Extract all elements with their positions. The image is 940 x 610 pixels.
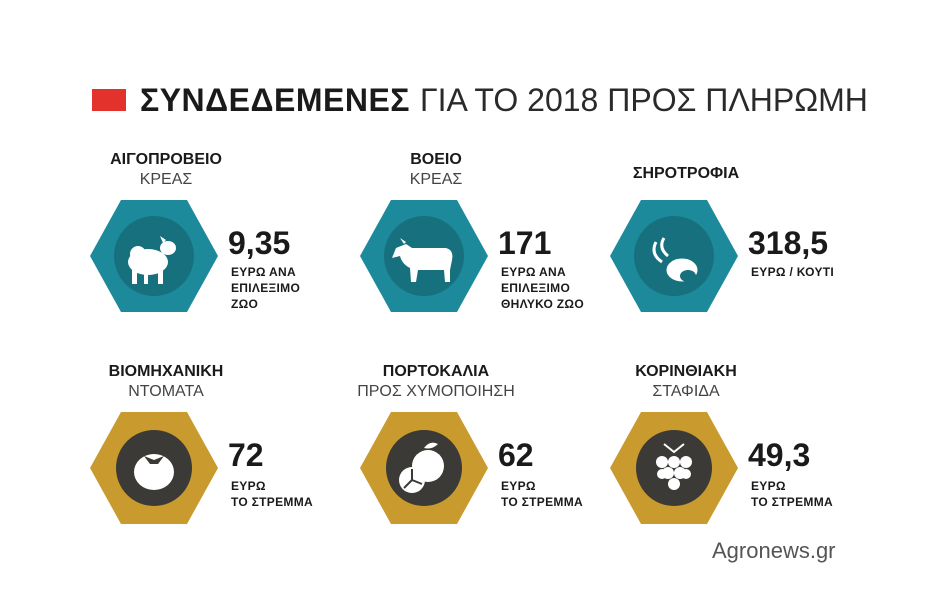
hexagon-badge (608, 198, 740, 314)
title-red-marker (92, 89, 126, 111)
page-title: ΣΥΝΔΕΔΕΜΕΝΕΣ ΓΙΑ ΤΟ 2018 ΠΡΟΣ ΠΛΗΡΩΜΗ (92, 80, 868, 120)
item-stafida: ΚΟΡΙΝΘΙΑΚΗ ΣΤΑΦΙΔΑ 49,3 ΕΥΡΩ ΤΟ ΣΤΡΕΜΜΑ (606, 362, 886, 542)
orange-icon (399, 442, 444, 493)
item-unit: ΕΥΡΩ ΤΟ ΣΤΡΕΜΜΑ (231, 479, 313, 509)
item-unit: ΕΥΡΩ ΑΝΑ ΕΠΙΛΕΞΙΜΟ ΘΗΛΥΚΟ ΖΩΟ (501, 265, 584, 311)
item-category-bold: ΒΟΕΙΟ (410, 151, 462, 168)
item-value: 9,35 (228, 225, 291, 261)
hexagon-badge (358, 198, 490, 314)
item-value: 171 (498, 225, 552, 261)
item-unit: ΕΥΡΩ ΑΝΑ ΕΠΙΛΕΞΙΜΟ ΖΩΟ (231, 265, 301, 311)
item-value: 318,5 (748, 225, 829, 261)
item-unit: ΕΥΡΩ ΤΟ ΣΤΡΕΜΜΑ (751, 479, 833, 509)
item-category-light: ΚΡΕΑΣ (409, 171, 463, 188)
item-unit: ΕΥΡΩ ΤΟ ΣΤΡΕΜΜΑ (501, 479, 583, 509)
grapes-icon (656, 443, 692, 490)
item-category-light: ΚΡΕΑΣ (139, 171, 193, 188)
hexagon-badge (88, 410, 220, 526)
item-tomato: ΒΙΟΜΗΧΑΝΙΚΗ ΝΤΟΜΑΤΑ 72 ΕΥΡΩ ΤΟ ΣΤΡΕΜΜΑ (86, 362, 366, 542)
silkworm-cocoon-icon (652, 237, 698, 282)
item-category-light: ΝΤΟΜΑΤΑ (128, 383, 204, 400)
item-category-bold: ΒΙΟΜΗΧΑΝΙΚΗ (108, 363, 224, 380)
item-sirotrofia: ΣΗΡΟΤΡΟΦΙΑ 318,5 ΕΥΡΩ / ΚΟΥΤΙ (606, 150, 886, 330)
hexagon-badge (88, 198, 220, 314)
item-category-bold: ΠΟΡΤΟΚΑΛΙΑ (382, 363, 490, 380)
title-bold-text: ΣΥΝΔΕΔΕΜΕΝΕΣ (140, 81, 410, 118)
title-rest-text: ΓΙΑ ΤΟ 2018 ΠΡΟΣ ΠΛΗΡΩΜΗ (420, 81, 868, 118)
item-value: 72 (228, 437, 264, 473)
item-category-bold: ΣΗΡΟΤΡΟΦΙΑ (632, 165, 740, 182)
cow-icon (392, 238, 453, 282)
sheep-goat-icon (128, 236, 176, 284)
item-value: 62 (498, 437, 534, 473)
hexagon-badge (608, 410, 740, 526)
item-aigoprobeio: ΑΙΓΟΠΡΟΒΕΙΟ ΚΡΕΑΣ 9,35 ΕΥΡΩ ΑΝΑ ΕΠΙΛΕΞ (86, 150, 366, 330)
item-boeio: ΒΟΕΙΟ ΚΡΕΑΣ 171 ΕΥΡΩ ΑΝΑ ΕΠΙΛΕΞΙΜΟ ΘΗΛΥΚΟ … (356, 150, 636, 330)
item-orange: ΠΟΡΤΟΚΑΛΙΑ ΠΡΟΣ ΧΥΜΟΠΟΙΗΣΗ 62 ΕΥΡΩ ΤΟ ΣΤΡ… (356, 362, 636, 542)
hexagon-badge (358, 410, 490, 526)
item-category-light: ΠΡΟΣ ΧΥΜΟΠΟΙΗΣΗ (357, 383, 515, 400)
item-category-bold: ΚΟΡΙΝΘΙΑΚΗ (635, 363, 737, 380)
source-credit: Agronews.gr (712, 538, 836, 563)
tomato-icon (134, 454, 174, 490)
item-category-bold: ΑΙΓΟΠΡΟΒΕΙΟ (110, 151, 222, 168)
item-unit: ΕΥΡΩ / ΚΟΥΤΙ (751, 265, 835, 279)
item-value: 49,3 (748, 437, 811, 473)
item-category-light: ΣΤΑΦΙΔΑ (652, 383, 720, 400)
